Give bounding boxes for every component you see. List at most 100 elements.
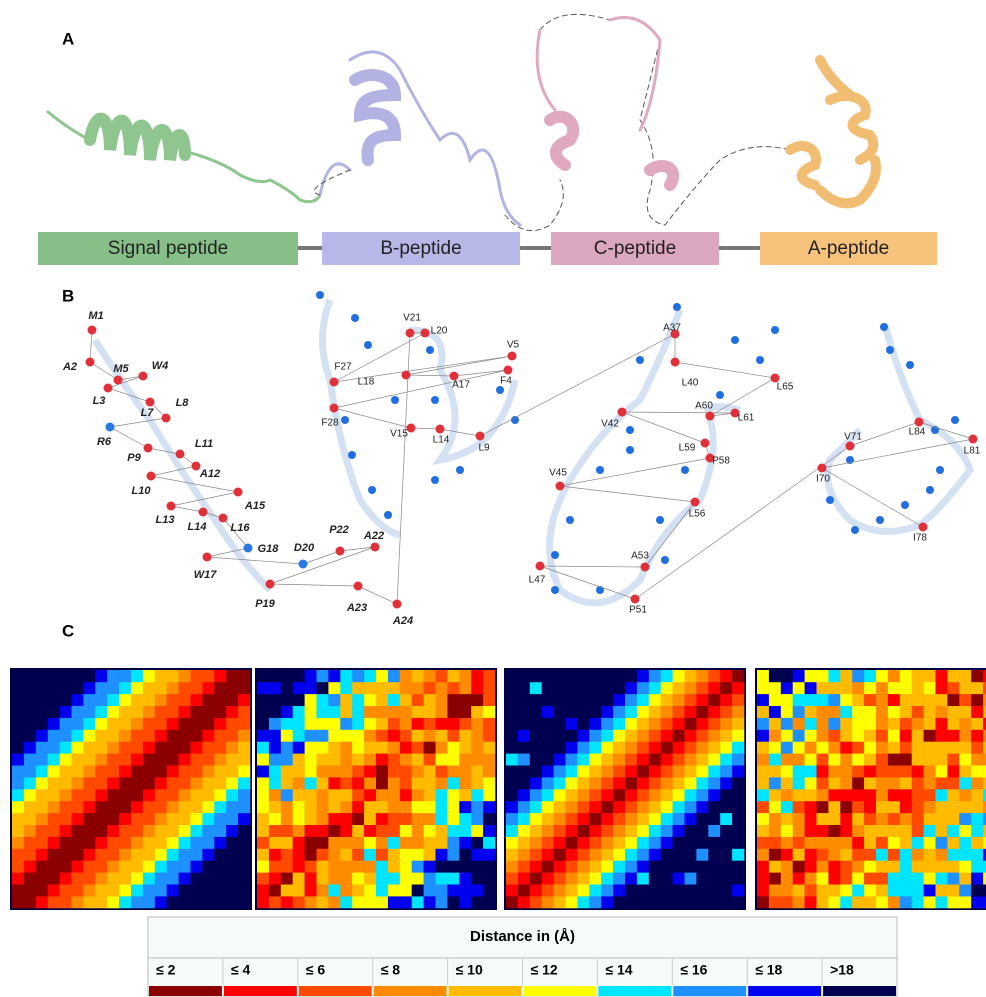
map-cell: [696, 718, 708, 730]
map-cell: [257, 825, 269, 837]
map-cell: [305, 706, 317, 718]
map-cell: [613, 730, 625, 742]
map-cell: [214, 706, 226, 718]
map-cell: [637, 682, 649, 694]
map-cell: [601, 694, 613, 706]
map-cell: [388, 694, 400, 706]
map-cell: [155, 872, 167, 884]
map-cell: [459, 777, 471, 789]
map-cell: [352, 777, 364, 789]
atom-dot: [114, 376, 123, 385]
map-cell: [412, 872, 424, 884]
map-cell: [757, 837, 769, 849]
map-cell: [293, 706, 305, 718]
map-cell: [131, 825, 143, 837]
atom-dot: [406, 329, 415, 338]
map-cell: [708, 670, 720, 682]
map-cell: [436, 825, 448, 837]
map-cell: [864, 849, 876, 861]
map-cell: [530, 765, 542, 777]
map-cell: [864, 813, 876, 825]
map-cell: [388, 849, 400, 861]
map-cell: [971, 825, 983, 837]
map-cell: [340, 896, 352, 908]
atom-dot: [496, 386, 504, 394]
map-cell: [793, 837, 805, 849]
map-cell: [888, 741, 900, 753]
residue-label: L56: [689, 509, 706, 520]
map-cell: [732, 849, 744, 861]
atom-dot: [144, 444, 153, 453]
map-cell: [506, 837, 518, 849]
map-cell: [554, 837, 566, 849]
panel-label: C: [62, 621, 74, 640]
map-cell: [518, 670, 530, 682]
segment-label: B-peptide: [380, 238, 461, 259]
map-cell: [72, 765, 84, 777]
map-cell: [257, 896, 269, 908]
map-cell: [936, 872, 948, 884]
map-cell: [673, 765, 685, 777]
map-cell: [864, 884, 876, 896]
map-cell: [305, 753, 317, 765]
map-cell: [191, 670, 203, 682]
map-cell: [793, 730, 805, 742]
map-cell: [971, 884, 983, 896]
map-cell: [577, 837, 589, 849]
map-cell: [214, 825, 226, 837]
map-cell: [412, 860, 424, 872]
atom-dot: [203, 553, 212, 562]
map-cell: [577, 884, 589, 896]
map-cell: [817, 730, 829, 742]
map-cell: [24, 849, 36, 861]
map-cell: [202, 825, 214, 837]
map-cell: [83, 777, 95, 789]
map-cell: [459, 694, 471, 706]
map-cell: [793, 765, 805, 777]
map-cell: [506, 825, 518, 837]
map-cell: [352, 730, 364, 742]
map-cell: [400, 753, 412, 765]
map-cell: [864, 741, 876, 753]
map-cell: [566, 730, 578, 742]
map-cell: [143, 860, 155, 872]
map-cell: [732, 837, 744, 849]
map-cell: [577, 730, 589, 742]
atom-dot: [880, 323, 888, 331]
map-cell: [269, 765, 281, 777]
backbone-ribbon: [828, 325, 971, 531]
map-cell: [708, 849, 720, 861]
atom-dot: [618, 408, 627, 417]
map-cell: [566, 872, 578, 884]
map-cell: [155, 884, 167, 896]
map-cell: [947, 849, 959, 861]
map-cell: [107, 813, 119, 825]
map-cell: [924, 801, 936, 813]
map-cell: [107, 706, 119, 718]
map-cell: [924, 706, 936, 718]
map-cell: [317, 706, 329, 718]
map-cell: [769, 872, 781, 884]
map-cell: [542, 789, 554, 801]
map-cell: [971, 837, 983, 849]
map-cell: [625, 789, 637, 801]
map-cell: [793, 718, 805, 730]
map-cell: [625, 682, 637, 694]
map-cell: [661, 872, 673, 884]
map-cell: [60, 789, 72, 801]
map-cell: [637, 753, 649, 765]
map-cell: [167, 837, 179, 849]
map-cell: [959, 777, 971, 789]
map-cell: [36, 825, 48, 837]
map-cell: [852, 860, 864, 872]
map-cell: [720, 849, 732, 861]
map-cell: [685, 682, 697, 694]
map-cell: [649, 837, 661, 849]
map-cell: [293, 753, 305, 765]
map-cell: [95, 682, 107, 694]
map-cell: [328, 813, 340, 825]
map-cell: [554, 694, 566, 706]
atom-dot: [641, 563, 650, 572]
map-cell: [214, 896, 226, 908]
map-cell: [840, 801, 852, 813]
